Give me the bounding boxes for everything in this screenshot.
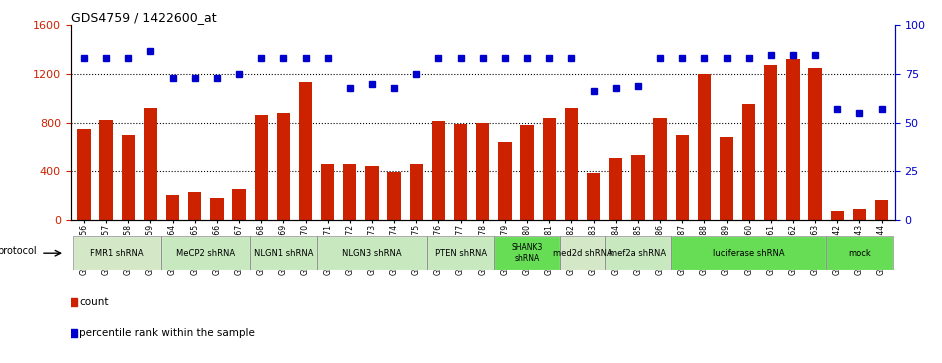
- Bar: [498, 142, 512, 220]
- Bar: [605, 236, 671, 270]
- Bar: [520, 125, 534, 220]
- Bar: [494, 236, 560, 270]
- Bar: [742, 104, 755, 220]
- Bar: [161, 236, 251, 270]
- Text: MeCP2 shRNA: MeCP2 shRNA: [176, 249, 236, 258]
- Bar: [826, 236, 893, 270]
- Bar: [161, 236, 251, 270]
- Bar: [808, 69, 821, 220]
- Bar: [675, 135, 689, 220]
- Bar: [476, 122, 490, 220]
- Text: GDS4759 / 1422600_at: GDS4759 / 1422600_at: [71, 11, 217, 24]
- Bar: [210, 198, 223, 220]
- Bar: [560, 236, 605, 270]
- Text: mock: mock: [848, 249, 870, 258]
- Bar: [299, 82, 312, 220]
- Bar: [565, 108, 578, 220]
- Bar: [631, 155, 644, 220]
- Bar: [251, 236, 317, 270]
- Bar: [671, 236, 826, 270]
- Text: protocol: protocol: [0, 246, 37, 257]
- Text: luciferase shRNA: luciferase shRNA: [713, 249, 785, 258]
- Bar: [100, 120, 113, 220]
- Bar: [321, 164, 334, 220]
- Bar: [875, 200, 888, 220]
- Bar: [73, 236, 161, 270]
- Bar: [277, 113, 290, 220]
- Bar: [251, 236, 317, 270]
- Bar: [831, 211, 844, 220]
- Text: NLGN1 shRNA: NLGN1 shRNA: [253, 249, 313, 258]
- Bar: [720, 137, 733, 220]
- Bar: [605, 236, 671, 270]
- Bar: [122, 135, 135, 220]
- Bar: [853, 209, 866, 220]
- Bar: [317, 236, 428, 270]
- Bar: [387, 172, 400, 220]
- Bar: [428, 236, 494, 270]
- Bar: [317, 236, 428, 270]
- Text: FMR1 shRNA: FMR1 shRNA: [90, 249, 144, 258]
- Bar: [343, 164, 356, 220]
- Bar: [233, 189, 246, 220]
- Bar: [77, 129, 90, 220]
- Text: count: count: [79, 297, 108, 307]
- Bar: [654, 118, 667, 220]
- Bar: [166, 195, 179, 220]
- Bar: [144, 108, 157, 220]
- Bar: [410, 164, 423, 220]
- Bar: [698, 74, 711, 220]
- Text: SHANK3
shRNA: SHANK3 shRNA: [512, 244, 543, 263]
- Bar: [454, 124, 467, 220]
- Text: percentile rank within the sample: percentile rank within the sample: [79, 328, 255, 338]
- Bar: [431, 121, 446, 220]
- Bar: [787, 60, 800, 220]
- Bar: [826, 236, 893, 270]
- Bar: [764, 65, 777, 220]
- Bar: [494, 236, 560, 270]
- Bar: [428, 236, 494, 270]
- Text: med2d shRNA: med2d shRNA: [553, 249, 612, 258]
- Bar: [671, 236, 826, 270]
- Bar: [543, 118, 556, 220]
- Bar: [254, 115, 268, 220]
- Bar: [560, 236, 605, 270]
- Bar: [365, 166, 379, 220]
- Text: mef2a shRNA: mef2a shRNA: [609, 249, 666, 258]
- Text: PTEN shRNA: PTEN shRNA: [434, 249, 487, 258]
- Text: NLGN3 shRNA: NLGN3 shRNA: [342, 249, 402, 258]
- Bar: [587, 173, 600, 220]
- Bar: [609, 158, 623, 220]
- Bar: [188, 192, 202, 220]
- Bar: [73, 236, 161, 270]
